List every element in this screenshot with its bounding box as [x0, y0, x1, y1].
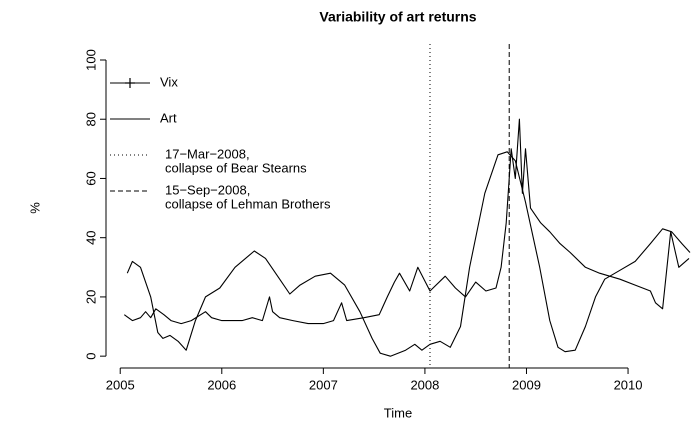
legend-label: Art — [160, 110, 177, 125]
x-tick-label: 2006 — [207, 377, 236, 392]
y-tick-label: 40 — [83, 230, 98, 244]
x-axis-label: Time — [384, 405, 412, 420]
x-tick-label: 2007 — [309, 377, 338, 392]
x-tick-label: 2005 — [106, 377, 135, 392]
legend-label: 17−Mar−2008, — [165, 146, 250, 161]
y-tick-label: 100 — [83, 49, 98, 71]
legend-marker — [125, 78, 135, 88]
legend-label: 15−Sep−2008, — [165, 182, 250, 197]
x-tick-label: 2010 — [614, 377, 643, 392]
y-tick-label: 80 — [83, 112, 98, 126]
x-tick-label: 2008 — [410, 377, 439, 392]
legend-label: collapse of Bear Stearns — [165, 160, 307, 175]
y-tick-label: 0 — [83, 353, 98, 360]
x-tick-label: 2009 — [512, 377, 541, 392]
chart-title: Variability of art returns — [319, 9, 476, 25]
series-line — [123, 118, 690, 325]
legend-label: collapse of Lehman Brothers — [165, 196, 331, 211]
y-tick-label: 20 — [83, 290, 98, 304]
y-tick-label: 60 — [83, 171, 98, 185]
y-axis-label: % — [27, 202, 42, 214]
series-line — [126, 151, 691, 357]
legend-label: Vix — [160, 74, 178, 89]
